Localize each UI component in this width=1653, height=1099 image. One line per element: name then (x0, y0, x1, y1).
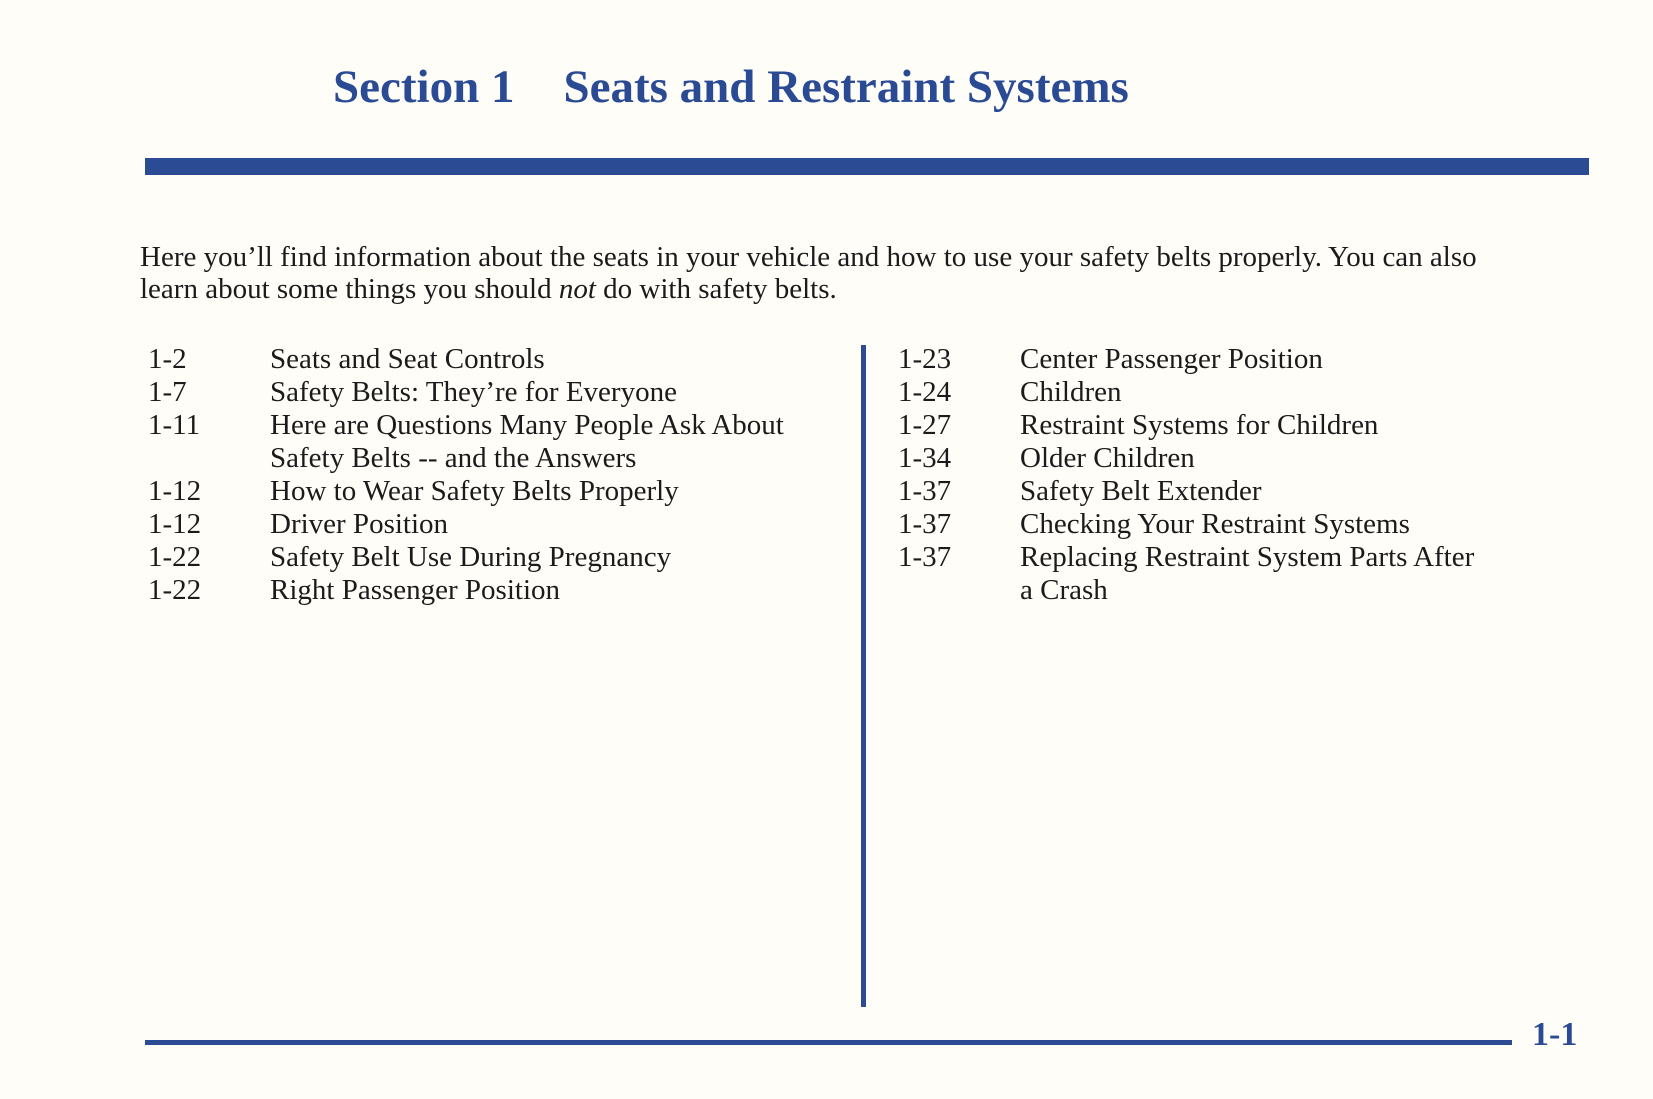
toc-entry: 1-12 Driver Position (148, 508, 853, 541)
toc-entry-title: Checking Your Restraint Systems (1020, 508, 1628, 541)
toc-entry-title: Children (1020, 376, 1628, 409)
toc-entry-title-line: Older Children (1020, 442, 1195, 474)
column-divider-rule (861, 345, 866, 1007)
toc-entry-title: Here are Questions Many People Ask About… (270, 409, 853, 475)
intro-line-2: learn about some things you should not d… (140, 273, 1610, 305)
toc-entry-page-ref: 1-34 (898, 442, 952, 474)
toc-entry: 1-2 Seats and Seat Controls (148, 343, 853, 376)
toc-entry-title-line: Seats and Seat Controls (270, 343, 545, 375)
toc-entry-title-line: a Crash (1020, 574, 1108, 606)
toc-entry-page-ref: 1-11 (148, 409, 201, 441)
toc-entry: 1-37 Safety Belt Extender (898, 475, 1628, 508)
toc-entry-title-line: Driver Position (270, 508, 449, 540)
toc-entry-title-line: Right Passenger Position (270, 574, 561, 606)
toc-entry-title-line: Replacing Restraint System Parts After (1020, 541, 1475, 573)
toc-entry-title: Restraint Systems for Children (1020, 409, 1628, 442)
toc-entry-page-ref: 1-37 (898, 541, 952, 573)
toc-entry: 1-22 Safety Belt Use During Pregnancy (148, 541, 853, 574)
toc-entry-page-ref: 1-22 (148, 541, 202, 573)
toc-entry-title: Safety Belt Use During Pregnancy (270, 541, 853, 574)
intro-line-2-text-end: do with safety belts. (595, 273, 837, 305)
toc-entry-title: Older Children (1020, 442, 1628, 475)
toc-entry-title-line: Checking Your Restraint Systems (1020, 508, 1410, 540)
toc-column-right: 1-23 Center Passenger Position 1-24 Childre… (898, 343, 1628, 607)
intro-line-1: Here you’ll find information about the s… (140, 241, 1477, 273)
toc-entry-title: Center Passenger Position (1020, 343, 1628, 376)
toc-entry-title: How to Wear Safety Belts Properly (270, 475, 853, 508)
section-title-label: Seats and Restraint Systems (563, 61, 1129, 113)
toc-entry-title: Driver Position (270, 508, 853, 541)
page-number: 1-1 (1532, 1016, 1578, 1053)
toc-entry-title: Safety Belts: They’re for Everyone (270, 376, 853, 409)
toc-entry-title-line: Safety Belts -- and the Answers (270, 442, 637, 474)
toc-entry-page-ref: 1-37 (898, 508, 952, 540)
page-title: Section 1 Seats and Restraint Systems (333, 64, 1129, 111)
toc-entry-title: Replacing Restraint System Parts After a … (1020, 541, 1628, 607)
toc-entry-title-line: Safety Belt Use During Pregnancy (270, 541, 672, 573)
toc-entry-title-line: How to Wear Safety Belts Properly (270, 475, 679, 507)
toc-entry: 1-24 Children (898, 376, 1628, 409)
toc-entry-title-line: Safety Belts: They’re for Everyone (270, 376, 677, 408)
toc-entry-title-line: Children (1020, 376, 1122, 408)
toc-entry: 1-12 How to Wear Safety Belts Properly (148, 475, 853, 508)
toc-entry-title-line: Here are Questions Many People Ask About (270, 409, 784, 441)
toc-entry-page-ref: 1-12 (148, 508, 202, 540)
toc-column-left: 1-2 Seats and Seat Controls 1-7 Safety Belt… (148, 343, 853, 607)
toc-entry-page-ref: 1-12 (148, 475, 202, 507)
toc-entry-title-line: Center Passenger Position (1020, 343, 1323, 375)
toc-entry: 1-7 Safety Belts: They’re for Everyone (148, 376, 853, 409)
toc-entry-page-ref: 1-2 (148, 343, 187, 375)
toc-entry: 1-11 Here are Questions Many People Ask A… (148, 409, 853, 475)
toc-entry: 1-37 Checking Your Restraint Systems (898, 508, 1628, 541)
intro-italic-word: not (558, 273, 596, 305)
footer-rule (145, 1040, 1512, 1045)
intro-line-2-text: learn about some things you should (140, 273, 559, 305)
toc-entry-title: Safety Belt Extender (1020, 475, 1628, 508)
intro-paragraph: Here you’ll find information about the s… (140, 241, 1610, 305)
toc-entry: 1-34 Older Children (898, 442, 1628, 475)
toc-entry: 1-27 Restraint Systems for Children (898, 409, 1628, 442)
toc-entry-title-line: Safety Belt Extender (1020, 475, 1262, 507)
toc-entry-title-line: Restraint Systems for Children (1020, 409, 1379, 441)
toc-entry: 1-37 Replacing Restraint System Parts Aft… (898, 541, 1628, 607)
toc-entry-page-ref: 1-23 (898, 343, 952, 375)
header-rule (145, 158, 1589, 175)
section-number-label: Section 1 (333, 61, 515, 113)
toc-entry-page-ref: 1-7 (148, 376, 187, 408)
toc-entry-page-ref: 1-27 (898, 409, 952, 441)
toc-entry-title: Right Passenger Position (270, 574, 853, 607)
toc-entry-title: Seats and Seat Controls (270, 343, 853, 376)
toc-entry-page-ref: 1-24 (898, 376, 952, 408)
toc-entry: 1-22 Right Passenger Position (148, 574, 853, 607)
toc-entry-page-ref: 1-22 (148, 574, 202, 606)
toc-entry: 1-23 Center Passenger Position (898, 343, 1628, 376)
toc-entry-page-ref: 1-37 (898, 475, 952, 507)
